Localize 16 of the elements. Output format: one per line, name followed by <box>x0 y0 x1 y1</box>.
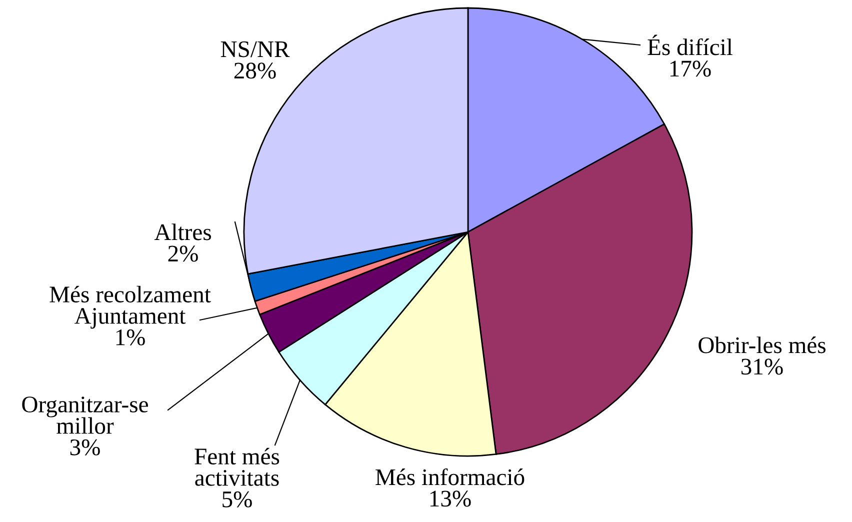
data-label: 5% <box>222 491 252 508</box>
slice-label: Obrir-les més <box>698 336 826 354</box>
data-label: 31% <box>741 358 783 375</box>
slice-label: Fent més activitats <box>194 448 280 486</box>
data-label: 3% <box>70 439 100 456</box>
data-label: 17% <box>670 60 711 77</box>
data-label: 1% <box>116 329 145 346</box>
data-label: 28% <box>234 62 276 79</box>
slice-label: Organitzar-se millor <box>22 396 148 434</box>
data-label: 2% <box>168 246 198 262</box>
slice-label: Més informació <box>376 468 524 486</box>
data-label: 13% <box>430 490 471 507</box>
slice-label: NS/NR <box>220 41 290 58</box>
slice-label: Més recolzament Ajuntament <box>50 286 211 329</box>
slice-label: És difícil <box>648 34 732 56</box>
slice-label: Altres <box>154 224 211 240</box>
